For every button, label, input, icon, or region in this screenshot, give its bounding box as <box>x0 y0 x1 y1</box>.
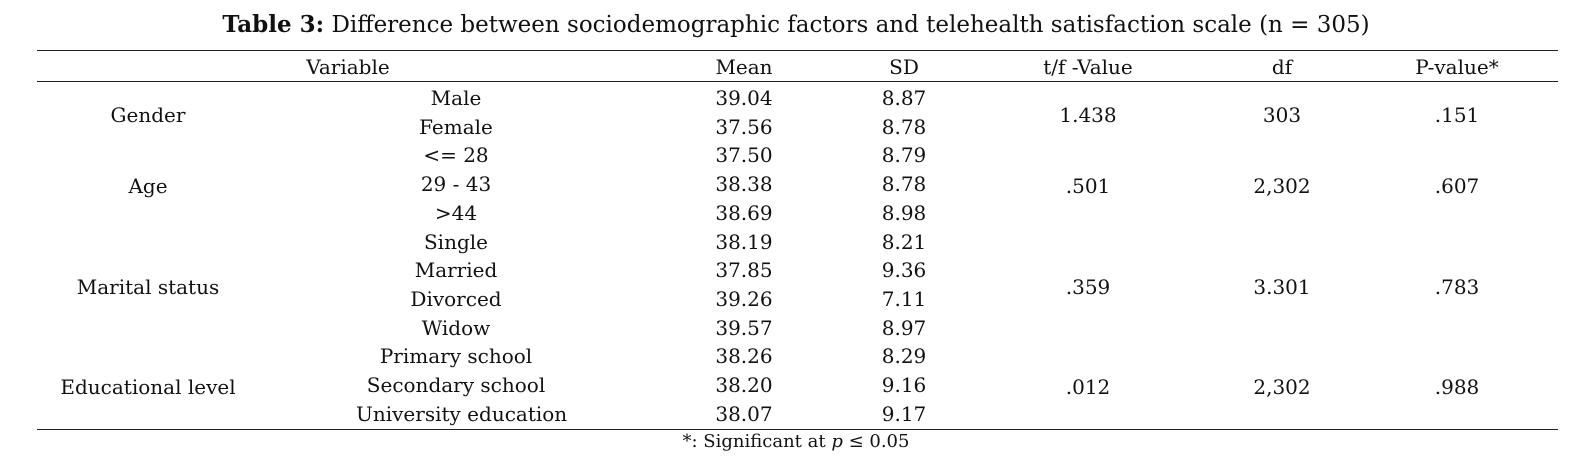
table-cell-tf-value: .012 <box>1065 375 1111 400</box>
footnote-p-symbol: p <box>831 431 843 452</box>
table-cell-df: 303 <box>1262 102 1302 127</box>
table-cell-mean: 38.26 <box>715 344 773 369</box>
table-cell-variable: Age <box>128 174 168 199</box>
bottom-rule <box>37 429 1558 430</box>
table-cell-mean: 37.50 <box>715 143 773 168</box>
table-cell-sd: 8.29 <box>881 344 927 369</box>
table-cell-sd: 8.78 <box>881 114 927 139</box>
table-cell-variable: Gender <box>110 102 186 127</box>
table-cell-level: Male <box>430 86 482 110</box>
table-cell-sd: 9.36 <box>881 258 927 283</box>
header-mean: Mean <box>715 55 773 79</box>
header-tf-value: t/f -Value <box>1043 55 1133 79</box>
table-cell-level: University education <box>356 401 568 426</box>
footnote-threshold: ≤ 0.05 <box>842 431 910 452</box>
table-cell-p-value: .783 <box>1434 274 1480 299</box>
table-cell-variable: Marital status <box>76 274 220 299</box>
table-cell-mean: 39.57 <box>715 315 773 340</box>
table-cell-df: 3.301 <box>1253 274 1311 299</box>
table-cell-mean: 37.56 <box>715 114 773 139</box>
table-cell-df: 2,302 <box>1253 174 1311 199</box>
header-variable: Variable <box>306 55 390 79</box>
table-cell-level: Single <box>423 229 488 254</box>
caption-label: Table 3: <box>222 11 325 38</box>
table-cell-mean: 37.85 <box>715 258 773 283</box>
table-cell-sd: 8.87 <box>881 86 927 110</box>
header-rule <box>37 81 1558 82</box>
table-cell-level: Widow <box>421 315 491 340</box>
table-cell-sd: 9.16 <box>881 373 927 397</box>
header-p-value: P-value* <box>1415 55 1499 79</box>
table-cell-level: 29 - 43 <box>420 172 492 197</box>
table-cell-level: Primary school <box>379 344 533 369</box>
table-cell-level: Divorced <box>410 286 502 311</box>
top-rule <box>37 50 1558 51</box>
footnote-prefix: *: Significant at <box>682 431 832 452</box>
table-cell-level: Female <box>419 114 493 139</box>
table-cell-mean: 39.04 <box>715 86 773 110</box>
table-cell-level: <= 28 <box>423 143 489 168</box>
table-cell-sd: 8.79 <box>881 143 927 168</box>
footnote: *: Significant at p ≤ 0.05 <box>0 431 1572 453</box>
table-cell-p-value: .151 <box>1434 102 1480 127</box>
table-cell-mean: 38.69 <box>715 200 773 225</box>
table-caption: Table 3: Difference between sociodemogra… <box>0 11 1572 39</box>
table-cell-sd: 8.98 <box>881 200 927 225</box>
table-cell-mean: 38.38 <box>715 172 773 197</box>
table-cell-tf-value: .359 <box>1065 274 1111 299</box>
table-cell-level: >44 <box>434 200 478 225</box>
table-cell-mean: 38.19 <box>715 229 773 254</box>
table-cell-p-value: .988 <box>1434 375 1480 400</box>
table-cell-tf-value: .501 <box>1065 174 1111 199</box>
table-cell-sd: 8.97 <box>881 315 927 340</box>
table-cell-level: Secondary school <box>366 373 546 397</box>
table-cell-p-value: .607 <box>1434 174 1480 199</box>
table-cell-mean: 39.26 <box>715 286 773 311</box>
table-cell-tf-value: 1.438 <box>1059 102 1117 127</box>
table-cell-sd: 8.78 <box>881 172 927 197</box>
table-cell-sd: 8.21 <box>881 229 927 254</box>
table-cell-level: Married <box>414 258 498 283</box>
table-cell-sd: 9.17 <box>881 401 927 426</box>
header-df: df <box>1271 55 1293 79</box>
table-cell-df: 2,302 <box>1253 375 1311 400</box>
table-cell-variable: Educational level <box>60 375 236 400</box>
table-cell-mean: 38.07 <box>715 401 773 426</box>
table-cell-mean: 38.20 <box>715 373 773 397</box>
table-cell-sd: 7.11 <box>881 286 927 311</box>
header-sd: SD <box>889 55 919 79</box>
caption-text: Difference between sociodemographic fact… <box>331 12 1370 38</box>
